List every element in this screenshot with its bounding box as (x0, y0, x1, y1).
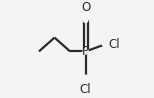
Circle shape (83, 49, 88, 54)
Text: P: P (82, 45, 89, 58)
Text: O: O (81, 1, 90, 14)
Circle shape (83, 18, 88, 22)
Circle shape (83, 75, 88, 79)
Text: Cl: Cl (80, 83, 91, 96)
Circle shape (103, 42, 107, 47)
Text: Cl: Cl (108, 38, 120, 51)
